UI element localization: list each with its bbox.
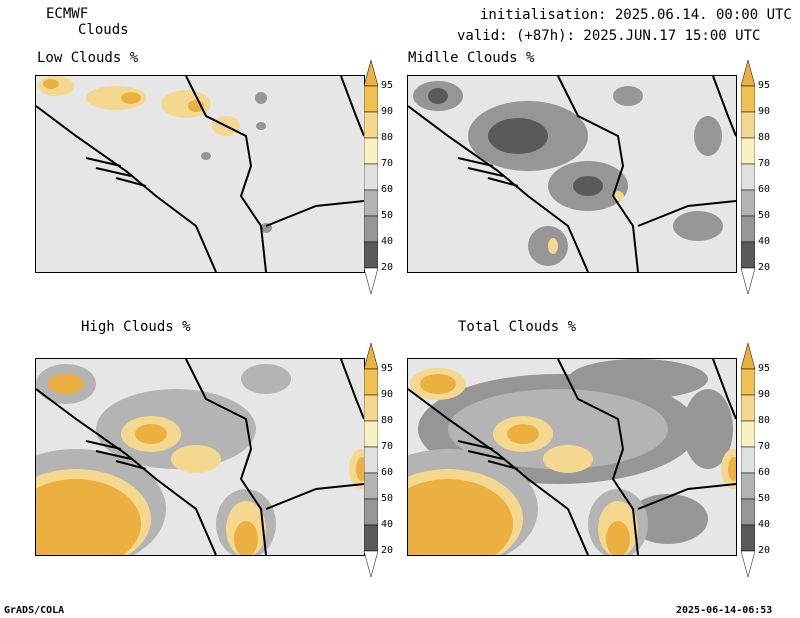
colorbar-label: 70: [758, 441, 771, 452]
colorbar-swatch: [363, 111, 379, 139]
colorbar-label: 80: [758, 132, 771, 143]
colorbar-swatch: [363, 189, 379, 217]
colorbar-swatch: [740, 163, 756, 191]
colorbar-label: 20: [758, 545, 771, 556]
colorbar-swatch: [363, 368, 379, 396]
footer-timestamp: 2025-06-14-06:53: [676, 605, 773, 616]
colorbar-swatch: [740, 368, 756, 396]
colorbar-middle: 95 90 80 70 60 50 40 20: [740, 59, 770, 298]
colorbar-graphic: [363, 342, 379, 578]
panel-title-middle: Midlle Clouds %: [408, 50, 535, 66]
colorbar-label: 60: [381, 467, 394, 478]
colorbar-swatch: [740, 524, 756, 552]
colorbar-swatch: [740, 472, 756, 500]
colorbar-swatch: [740, 189, 756, 217]
colorbar-top-triangle: [740, 59, 756, 87]
colorbar-bottom-triangle: [363, 550, 379, 578]
colorbar-label: 50: [758, 493, 771, 504]
colorbar-graphic: [740, 342, 756, 578]
init-time: initialisation: 2025.06.14. 00:00 UTC: [480, 7, 792, 23]
colorbar-swatch: [740, 446, 756, 474]
colorbar-swatch: [740, 85, 756, 113]
colorbar-swatch: [740, 420, 756, 448]
map-high-clouds: [35, 358, 365, 556]
colorbar-swatch: [363, 524, 379, 552]
colorbar-swatch: [740, 111, 756, 139]
colorbar-swatch: [740, 137, 756, 165]
colorbar-label: 20: [758, 262, 771, 273]
colorbar-label: 60: [758, 184, 771, 195]
map-total-clouds: [407, 358, 737, 556]
panel-title-low: Low Clouds %: [37, 50, 139, 66]
colorbar-label: 40: [758, 236, 771, 247]
colorbar-label: 90: [758, 389, 771, 400]
colorbar-bottom-triangle: [363, 267, 379, 295]
colorbar-swatch: [740, 394, 756, 422]
colorbar-label: 95: [381, 80, 394, 91]
colorbar-bottom-triangle: [740, 267, 756, 295]
colorbar-label: 60: [758, 467, 771, 478]
colorbar-swatch: [740, 215, 756, 243]
colorbar-label: 20: [381, 262, 394, 273]
colorbar-swatch: [363, 215, 379, 243]
colorbar-label: 50: [381, 493, 394, 504]
colorbar-label: 50: [758, 210, 771, 221]
panel-title-high: High Clouds %: [81, 319, 191, 335]
colorbar-graphic: [740, 59, 756, 295]
colorbar-label: 50: [381, 210, 394, 221]
colorbar-low: 95 90 80 70 60 50 40 20: [363, 59, 393, 298]
product-label: Clouds: [78, 22, 129, 38]
colorbar-swatch: [740, 241, 756, 269]
colorbar-swatch: [363, 85, 379, 113]
colorbar-label: 95: [758, 363, 771, 374]
colorbar-top-triangle: [740, 342, 756, 370]
colorbar-label: 70: [381, 441, 394, 452]
colorbar-swatch: [363, 137, 379, 165]
colorbar-swatch: [363, 163, 379, 191]
model-label: ECMWF: [46, 6, 89, 22]
colorbar-label: 95: [381, 363, 394, 374]
colorbar-swatch: [363, 241, 379, 269]
colorbar-label: 90: [381, 106, 394, 117]
footer-software: GrADS/COLA: [4, 605, 65, 616]
colorbar-graphic: [363, 59, 379, 295]
colorbar-label: 80: [381, 415, 394, 426]
colorbar-swatch: [363, 420, 379, 448]
colorbar-total: 95 90 80 70 60 50 40 20: [740, 342, 770, 581]
colorbar-label: 80: [381, 132, 394, 143]
colorbar-label: 95: [758, 80, 771, 91]
colorbar-bottom-triangle: [740, 550, 756, 578]
colorbar-label: 40: [381, 519, 394, 530]
colorbar-swatch: [363, 498, 379, 526]
colorbar-top-triangle: [363, 342, 379, 370]
colorbar-swatch: [363, 446, 379, 474]
colorbar-label: 20: [381, 545, 394, 556]
colorbar-swatch: [363, 394, 379, 422]
colorbar-swatch: [740, 498, 756, 526]
colorbar-label: 90: [758, 106, 771, 117]
colorbar-label: 40: [381, 236, 394, 247]
valid-time: valid: (+87h): 2025.JUN.17 15:00 UTC: [457, 28, 761, 44]
panel-title-total: Total Clouds %: [458, 319, 577, 335]
colorbar-label: 80: [758, 415, 771, 426]
colorbar-top-triangle: [363, 59, 379, 87]
colorbar-label: 40: [758, 519, 771, 530]
map-middle-clouds: [407, 75, 737, 273]
colorbar-label: 70: [758, 158, 771, 169]
colorbar-label: 70: [381, 158, 394, 169]
colorbar-label: 60: [381, 184, 394, 195]
colorbar-swatch: [363, 472, 379, 500]
colorbar-label: 90: [381, 389, 394, 400]
colorbar-high: 95 90 80 70 60 50 40 20: [363, 342, 393, 581]
map-low-clouds: [35, 75, 365, 273]
